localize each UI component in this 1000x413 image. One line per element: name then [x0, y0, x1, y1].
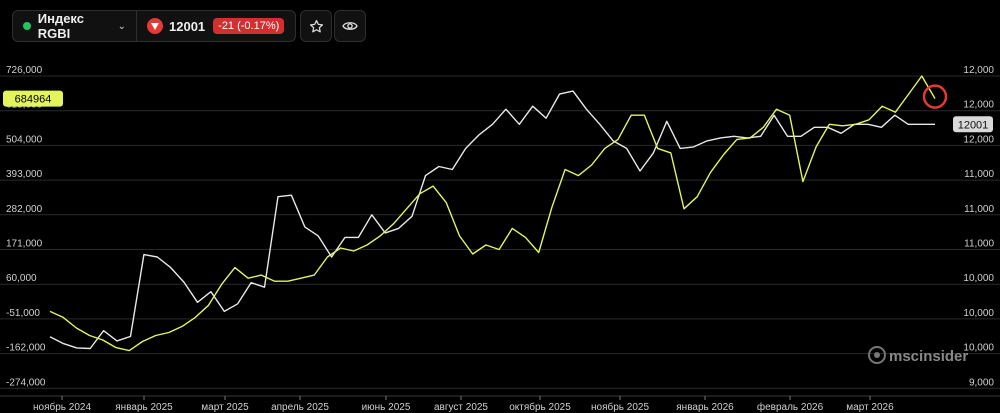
status-dot-icon	[23, 22, 31, 30]
last-value-label-right: 12001	[958, 119, 989, 131]
last-value-badge-left	[3, 90, 63, 107]
grid	[0, 75, 1000, 397]
x-tick-label: июнь 2025	[362, 402, 411, 413]
left-axis: 726,000615,000504,000393,000282,000171,0…	[6, 65, 46, 388]
left-tick-label: -162,000	[6, 343, 46, 354]
change-badge: -21 (-0.17%)	[213, 18, 285, 34]
chart-markers: 684964 12001	[3, 84, 993, 133]
last-price: 12001	[169, 18, 206, 34]
last-value-label-left: 684964	[15, 94, 52, 106]
x-tick-label: март 2026	[846, 402, 894, 413]
left-tick-label: 393,000	[6, 169, 43, 180]
x-tick-label: март 2025	[201, 402, 249, 413]
series-line-white	[49, 90, 935, 350]
left-tick-label: 171,000	[6, 239, 43, 250]
right-tick-label: 10,000	[963, 343, 994, 354]
toolbar: Индекс RGBI ⌄ 12001 -21 (-0.17%)	[0, 0, 1000, 48]
down-arrow-icon	[147, 18, 163, 34]
x-tick-label: январь 2025	[115, 402, 173, 413]
left-tick-label: 504,000	[6, 134, 43, 145]
watermark: mscinsider	[868, 346, 968, 365]
x-tick-label: февраль 2026	[757, 401, 824, 413]
chevron-down-icon: ⌄	[117, 20, 126, 32]
favorite-button[interactable]	[300, 10, 332, 42]
eye-icon	[342, 22, 358, 30]
x-tick-label: август 2025	[434, 402, 488, 413]
x-tick-label: январь 2026	[676, 402, 734, 413]
ticker-selector[interactable]: Индекс RGBI ⌄	[13, 11, 137, 41]
watermark-text: mscinsider	[889, 348, 968, 365]
price-block: 12001 -21 (-0.17%)	[137, 18, 285, 34]
right-tick-label: 11,000	[964, 204, 994, 215]
right-axis: 12,000 12,000 12,000 11,000 11,000 11,000 10,0…	[963, 65, 994, 388]
x-tick-label: октябрь 2025	[509, 401, 571, 413]
left-tick-label: 726,000	[6, 65, 43, 76]
right-tick-label: 10,000	[963, 273, 994, 284]
right-tick-label: 12,000	[963, 65, 994, 76]
highlight-circle	[922, 84, 948, 109]
last-value-badge-right	[953, 116, 993, 133]
x-tick-label: апрель 2025	[271, 402, 329, 413]
logo-icon	[868, 346, 886, 364]
series-line-yellow	[49, 75, 936, 352]
watch-button[interactable]	[334, 10, 366, 42]
x-axis: ноябрь 2024 январь 2025 март 2025 апрель 20…	[33, 396, 894, 413]
x-tick-label: ноябрь 2024	[33, 401, 91, 413]
left-tick-label: -51,000	[6, 308, 40, 319]
right-tick-label: 9,000	[969, 377, 994, 388]
left-tick-label: -274,000	[6, 377, 46, 388]
left-tick-label: 60,000	[6, 273, 37, 284]
right-tick-label: 10,000	[963, 308, 994, 319]
right-tick-label: 12,000	[963, 134, 994, 145]
x-tick-label: ноябрь 2025	[591, 401, 649, 413]
right-tick-label: 11,000	[964, 169, 994, 180]
right-tick-label: 11,000	[964, 239, 994, 250]
star-icon	[309, 19, 323, 32]
right-tick-label: 12,000	[963, 100, 994, 111]
price-chart[interactable]: 726,000615,000504,000393,000282,000171,0…	[0, 48, 1000, 413]
instrument-panel: Индекс RGBI ⌄ 12001 -21 (-0.17%)	[12, 10, 296, 42]
ticker-name: Индекс RGBI	[37, 11, 84, 41]
left-tick-label: 282,000	[6, 204, 43, 215]
series-layer	[49, 75, 936, 352]
